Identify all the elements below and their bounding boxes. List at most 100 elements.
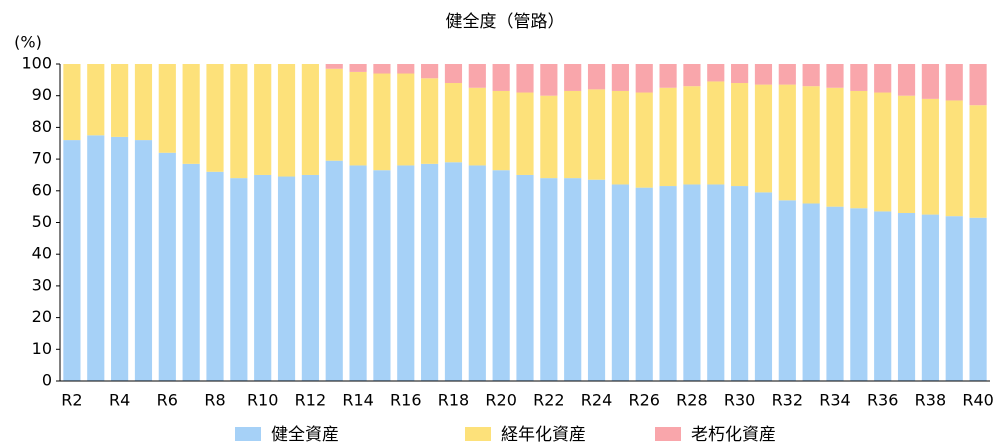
x-tick-label: R14 (342, 391, 373, 410)
bar-segment (635, 64, 653, 93)
y-tick-label: 100 (21, 54, 52, 73)
bar-segment (659, 186, 677, 381)
legend-swatch (655, 427, 681, 441)
y-tick-label: 90 (32, 85, 52, 104)
bar-segment (683, 184, 701, 381)
bar-segment (468, 165, 486, 381)
bar-segment (611, 184, 629, 381)
chart-title: 健全度（管路） (446, 12, 565, 32)
bar-segment (111, 64, 129, 137)
bar-segment (134, 64, 153, 141)
bar-segment (373, 170, 391, 381)
bar-segment (683, 86, 701, 185)
bar-segment (349, 64, 367, 72)
bar-segment (325, 64, 343, 69)
y-tick-label: 60 (32, 180, 52, 199)
bar-segment (874, 64, 892, 93)
bar-segment (826, 206, 844, 381)
bar-segment (731, 83, 749, 187)
bar-segment (158, 152, 176, 381)
x-tick-label: R6 (157, 391, 178, 410)
bar-segment (468, 64, 486, 88)
bar-segment (611, 64, 629, 91)
bar-segment (87, 64, 105, 136)
bar-segment (182, 163, 200, 381)
bar-segment (444, 162, 463, 381)
bar-segment (635, 92, 653, 188)
bar-segment (754, 192, 773, 381)
x-tick-label: R18 (438, 391, 469, 410)
legend-label: 経年化資産 (501, 425, 586, 445)
bar-segment (325, 68, 343, 161)
x-tick-label: R36 (867, 391, 898, 410)
bar-segment (397, 165, 415, 381)
bar-segment (659, 64, 677, 88)
bar-segment (731, 186, 749, 381)
bar-segment (850, 90, 868, 209)
bar-segment (683, 64, 701, 87)
x-tick-label: R12 (295, 391, 326, 410)
bar-segment (397, 64, 415, 74)
bar-segment (158, 64, 176, 153)
bar-segment (778, 200, 796, 381)
bar-segment (659, 87, 677, 187)
bar-segment (444, 83, 463, 163)
bar-segment (516, 174, 534, 381)
bar-segment (850, 64, 868, 91)
bar-segment (421, 78, 439, 164)
bar-segment (325, 160, 343, 381)
bar-segment (754, 64, 773, 85)
bar-segment (182, 64, 200, 164)
x-tick-label: R2 (61, 391, 82, 410)
y-tick-label: 50 (32, 212, 52, 231)
bar-segment (802, 64, 820, 87)
bar-segment (492, 90, 510, 171)
legend-swatch (235, 427, 261, 441)
bar-segment (254, 174, 272, 381)
bar-segment (421, 64, 439, 79)
bar-segment (969, 105, 987, 218)
y-tick-label: 30 (32, 275, 52, 294)
bar-segment (707, 64, 725, 82)
y-tick-label: 70 (32, 149, 52, 168)
x-tick-label: R10 (247, 391, 278, 410)
bar-segment (301, 174, 319, 381)
bar-segment (444, 64, 463, 84)
bar-segment (421, 163, 439, 381)
bar-segment (635, 187, 653, 381)
y-axis-label: (%) (14, 33, 42, 52)
bar-segment (206, 64, 224, 172)
bar-segment (897, 95, 916, 213)
bar-segment (63, 140, 81, 381)
bar-segment (373, 64, 391, 74)
bar-segment (349, 71, 367, 166)
x-tick-label: R32 (772, 391, 803, 410)
bar-segment (540, 64, 558, 96)
bar-segment (874, 211, 892, 381)
x-tick-label: R38 (915, 391, 946, 410)
bar-segment (802, 203, 820, 381)
x-tick-label: R4 (109, 391, 130, 410)
bar-segment (587, 89, 606, 180)
x-tick-label: R30 (724, 391, 755, 410)
bar-segment (826, 64, 844, 88)
bar-segment (969, 217, 987, 381)
x-tick-label: R16 (390, 391, 421, 410)
x-tick-label: R28 (676, 391, 707, 410)
bar-segment (897, 212, 916, 381)
y-tick-label: 40 (32, 244, 52, 263)
bar-segment (587, 179, 606, 381)
bar-segment (277, 64, 296, 177)
bar-segment (277, 176, 296, 381)
bar-segment (897, 64, 916, 96)
bar-segment (206, 171, 224, 381)
y-tick-label: 10 (32, 339, 52, 358)
bar-segment (564, 90, 582, 179)
bar-segment (802, 86, 820, 204)
x-tick-label: R24 (581, 391, 612, 410)
bar-segment (373, 73, 391, 171)
bar-segment (397, 73, 415, 166)
bar-segment (707, 184, 725, 381)
bar-segment (492, 64, 510, 91)
